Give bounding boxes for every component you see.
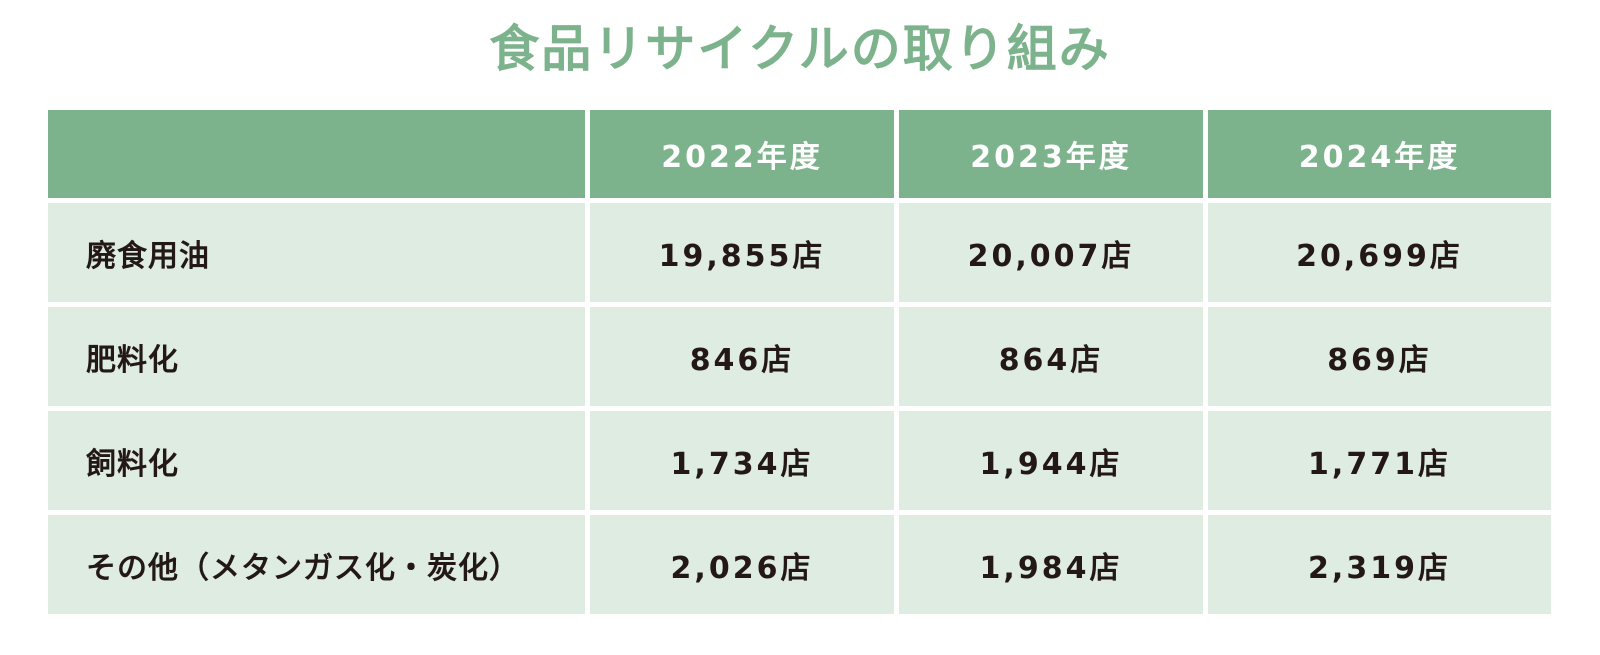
table-row: 廃食用油 19,855店 20,007店 20,699店 [48,203,1551,307]
table-cell: 1,734店 [590,411,899,515]
row-label-fertilizer: 肥料化 [48,307,590,411]
table-header-row: 2022年度 2023年度 2024年度 [48,110,1551,203]
table-row: 飼料化 1,734店 1,944店 1,771店 [48,411,1551,515]
table-cell: 19,855店 [590,203,899,307]
header-cell-empty [48,110,590,203]
header-cell-2022: 2022年度 [590,110,899,203]
table-cell: 869店 [1208,307,1551,411]
table-cell: 1,984店 [899,515,1208,614]
table-cell: 2,026店 [590,515,899,614]
page-title: 食品リサイクルの取り組み [489,20,1111,78]
header-cell-2023: 2023年度 [899,110,1208,203]
row-label-feed: 飼料化 [48,411,590,515]
header-cell-2024: 2024年度 [1208,110,1551,203]
table-cell: 1,771店 [1208,411,1551,515]
recycling-table: 2022年度 2023年度 2024年度 廃食用油 19,855店 20,007… [48,110,1551,614]
table-cell: 1,944店 [899,411,1208,515]
table-cell: 846店 [590,307,899,411]
table-cell: 864店 [899,307,1208,411]
table-cell: 20,699店 [1208,203,1551,307]
table-cell: 2,319店 [1208,515,1551,614]
row-label-other: その他（メタンガス化・炭化） [48,515,590,614]
table-row: その他（メタンガス化・炭化） 2,026店 1,984店 2,319店 [48,515,1551,614]
row-label-waste-oil: 廃食用油 [48,203,590,307]
table-cell: 20,007店 [899,203,1208,307]
table-row: 肥料化 846店 864店 869店 [48,307,1551,411]
